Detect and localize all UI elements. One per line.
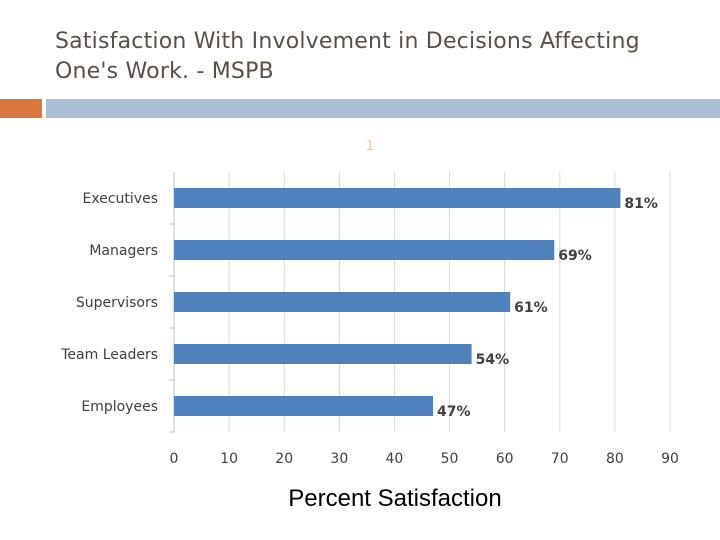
category-label: Supervisors bbox=[76, 295, 158, 311]
data-label: 61% bbox=[514, 300, 548, 316]
accent-bar-blue bbox=[46, 99, 720, 118]
data-label: 54% bbox=[476, 352, 510, 368]
x-tick-label: 70 bbox=[551, 451, 569, 467]
category-label: Employees bbox=[81, 399, 158, 415]
data-label: 69% bbox=[558, 248, 592, 264]
slide-title: Satisfaction With Involvement in Decisio… bbox=[55, 27, 705, 87]
x-tick-label: 10 bbox=[220, 451, 238, 467]
x-tick-label: 0 bbox=[170, 451, 179, 467]
x-tick-label: 50 bbox=[441, 451, 459, 467]
data-label: 47% bbox=[437, 404, 471, 420]
data-label: 81% bbox=[624, 196, 658, 212]
category-label: Team Leaders bbox=[60, 347, 158, 363]
bar bbox=[174, 188, 621, 208]
x-tick-label: 90 bbox=[661, 451, 679, 467]
x-tick-label: 80 bbox=[606, 451, 624, 467]
slide-title-line-2: One's Work. - MSPB bbox=[55, 59, 274, 84]
chart-marker: 1 bbox=[365, 137, 375, 154]
bar bbox=[174, 396, 434, 416]
x-tick-label: 60 bbox=[496, 451, 514, 467]
bar bbox=[174, 344, 472, 364]
accent-bar-orange bbox=[0, 99, 42, 118]
category-label: Managers bbox=[89, 243, 158, 259]
category-label: Executives bbox=[83, 191, 158, 207]
x-axis-title: Percent Satisfaction bbox=[288, 485, 502, 512]
slide-title-line-1: Satisfaction With Involvement in Decisio… bbox=[55, 29, 640, 54]
x-tick-label: 40 bbox=[386, 451, 404, 467]
bar bbox=[174, 292, 511, 312]
bar bbox=[174, 240, 555, 260]
x-tick-label: 30 bbox=[330, 451, 348, 467]
x-tick-label: 20 bbox=[275, 451, 293, 467]
